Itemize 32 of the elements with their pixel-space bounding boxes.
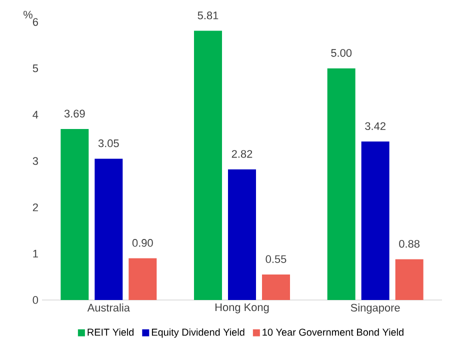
legend-label: REIT Yield — [88, 328, 134, 336]
data-label: 0.90 — [132, 239, 153, 247]
bar — [262, 274, 290, 300]
data-label: 3.69 — [64, 110, 85, 118]
y-tick-label: 3 — [32, 157, 38, 165]
x-tick-label: Hong Kong — [215, 304, 269, 314]
bar — [94, 158, 123, 300]
y-tick-label: 5 — [32, 64, 38, 72]
y-tick-label: 6 — [32, 18, 38, 26]
bar — [327, 68, 356, 300]
legend-label: 10 Year Government Bond Yield — [262, 328, 404, 336]
y-tick-label: 2 — [32, 204, 38, 212]
data-label: 5.81 — [198, 12, 218, 20]
y-tick-label: 0 — [32, 296, 38, 304]
y-tick-label: 4 — [32, 110, 38, 118]
data-label: 0.55 — [266, 255, 286, 263]
bar — [194, 30, 222, 300]
y-tick-label: 1 — [33, 250, 38, 258]
legend-label: Equity Dividend Yield — [152, 328, 244, 338]
bar — [128, 258, 157, 300]
data-label: 3.42 — [365, 122, 386, 130]
bar — [228, 169, 256, 300]
data-label: 0.88 — [399, 240, 420, 248]
data-label: 2.82 — [232, 150, 252, 158]
x-tick-label: Singapore — [350, 304, 400, 314]
bar — [361, 142, 390, 300]
x-tick-label: Australia — [87, 304, 130, 312]
data-label: 3.05 — [98, 139, 119, 148]
bar — [60, 129, 89, 300]
data-label: 5.00 — [331, 49, 352, 57]
bar — [395, 259, 424, 300]
y-axis-title: % — [24, 10, 32, 18]
